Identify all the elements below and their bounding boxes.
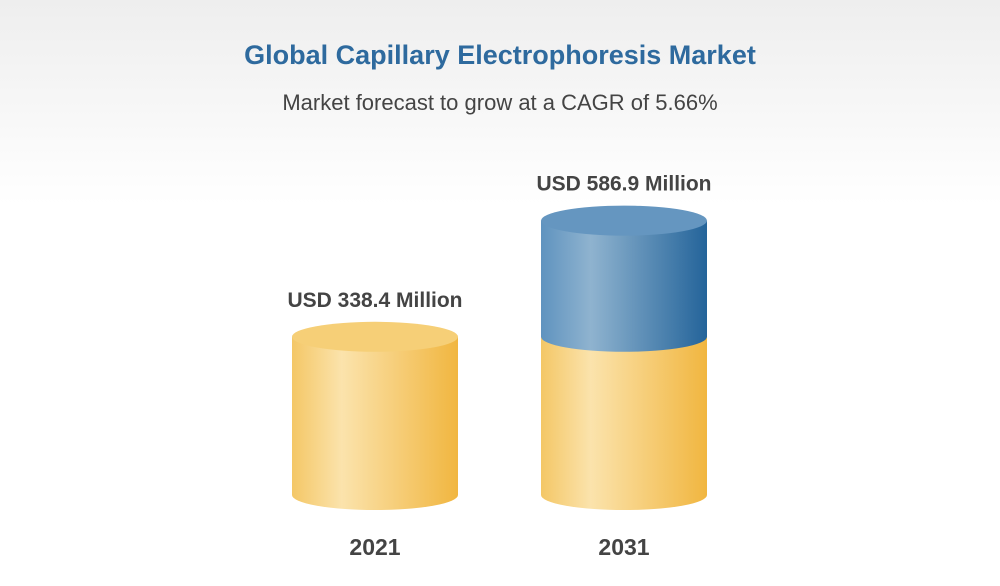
chart-title: Global Capillary Electrophoresis Market	[244, 40, 756, 70]
category-label-2031: 2031	[598, 534, 649, 560]
data-label-2031: USD 586.9 Million	[536, 173, 711, 196]
category-label-2021: 2021	[349, 534, 400, 560]
chart-subtitle: Market forecast to grow at a CAGR of 5.6…	[282, 90, 718, 115]
cylinder-base-2021	[292, 336, 458, 510]
data-label-2021: USD 338.4 Million	[287, 289, 462, 312]
cylinder-growth-2031	[541, 220, 707, 352]
cylinder-top-2031	[541, 205, 707, 236]
cylinder-base-2031	[541, 336, 707, 510]
cylinder-top-2021	[292, 321, 458, 352]
